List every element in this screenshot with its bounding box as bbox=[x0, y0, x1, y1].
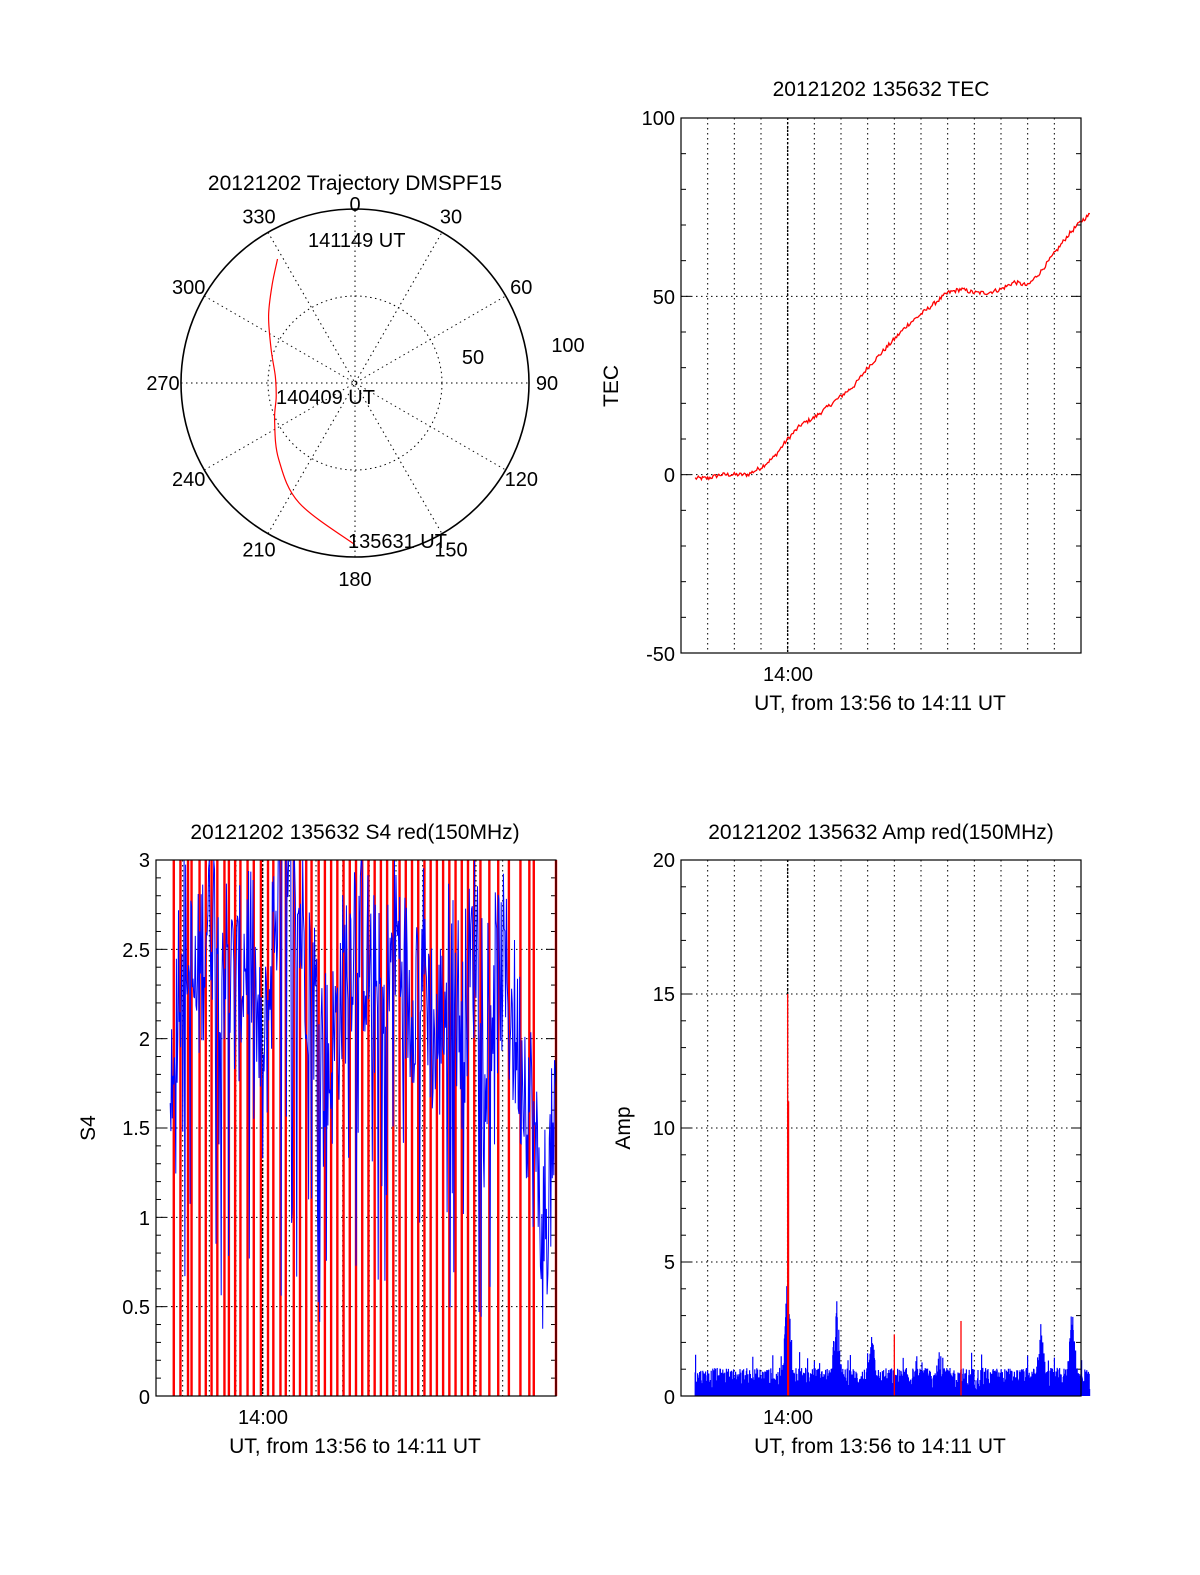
s4-xtick-1400: 14:00 bbox=[238, 1407, 288, 1429]
tec-xtick-1400: 14:00 bbox=[763, 664, 813, 686]
s4-blue-series-line bbox=[169, 859, 557, 1329]
polar-spoke bbox=[267, 232, 443, 534]
s4-ytick-2-5: 2.5 bbox=[122, 940, 150, 962]
polar-annotation-start: 135631 UT bbox=[348, 531, 447, 553]
polar-angle-label: 60 bbox=[510, 277, 532, 299]
s4-xlabel: UT, from 13:56 to 14:11 UT bbox=[229, 1435, 481, 1458]
polar-angle-label: 300 bbox=[172, 277, 205, 299]
tec-ytick-100: 100 bbox=[642, 108, 675, 130]
polar-spoke bbox=[204, 295, 506, 471]
polar-angle-label: 150 bbox=[434, 539, 467, 561]
amp-red-series bbox=[787, 994, 962, 1396]
polar-title: 20121202 Trajectory DMSPF15 bbox=[208, 172, 502, 195]
amp-title: 20121202 135632 Amp red(150MHz) bbox=[708, 821, 1054, 844]
s4-ytick-1: 1 bbox=[139, 1208, 150, 1230]
tec-ytick-neg50: -50 bbox=[646, 644, 675, 666]
amp-blue-series bbox=[694, 1286, 1091, 1396]
polar-angle-label: 0 bbox=[349, 194, 360, 216]
s4-ylabel: S4 bbox=[77, 1115, 100, 1141]
tec-ytick-0: 0 bbox=[664, 465, 675, 487]
amp-panel: 20121202 135632 Amp red(150MHz) 20 15 10… bbox=[612, 821, 1091, 1458]
s4-ytick-1-5: 1.5 bbox=[122, 1118, 150, 1140]
tec-xlabel: UT, from 13:56 to 14:11 UT bbox=[754, 692, 1006, 715]
polar-spokes bbox=[181, 209, 529, 557]
amp-ytick-0: 0 bbox=[664, 1387, 675, 1409]
amp-blue-trace bbox=[694, 1286, 1091, 1396]
polar-angle-label: 270 bbox=[146, 373, 179, 395]
s4-title: 20121202 135632 S4 red(150MHz) bbox=[190, 821, 519, 844]
polar-angle-label: 90 bbox=[536, 373, 558, 395]
polar-angle-labels: 0 30 60 90 120 150 180 210 240 270 300 330 bbox=[146, 194, 558, 591]
polar-angle-label: 120 bbox=[505, 469, 538, 491]
polar-annotation-end: 141149 UT bbox=[308, 230, 405, 252]
polar-radial-label-50: 50 bbox=[462, 347, 484, 369]
amp-ytick-5: 5 bbox=[664, 1252, 675, 1274]
polar-trajectory-line bbox=[267, 258, 356, 546]
amp-grid bbox=[681, 859, 1081, 1397]
amp-frame bbox=[680, 859, 1082, 1397]
amp-ytick-10: 10 bbox=[653, 1118, 675, 1140]
tec-title: 20121202 135632 TEC bbox=[773, 78, 990, 101]
amp-xtick-1400: 14:00 bbox=[763, 1407, 813, 1429]
s4-frame bbox=[155, 859, 557, 1397]
amp-ytick-15: 15 bbox=[653, 984, 675, 1006]
polar-spoke bbox=[267, 232, 443, 534]
polar-ring-50 bbox=[267, 295, 443, 471]
polar-angle-label: 30 bbox=[440, 207, 462, 229]
tec-series-line bbox=[694, 212, 1090, 482]
s4-panel: 20121202 135632 S4 red(150MHz) 3 2.5 2 1… bbox=[77, 821, 558, 1458]
s4-ytick-0-5: 0.5 bbox=[122, 1297, 150, 1319]
amp-ytick-20: 20 bbox=[653, 850, 675, 872]
amp-xlabel: UT, from 13:56 to 14:11 UT bbox=[754, 1435, 1006, 1458]
s4-ytick-2: 2 bbox=[139, 1029, 150, 1051]
polar-angle-label: 210 bbox=[242, 539, 275, 561]
tec-panel: 20121202 135632 TEC 100 50 0 -50 14:00 U… bbox=[600, 78, 1090, 715]
polar-angle-label: 240 bbox=[172, 469, 205, 491]
polar-angle-label: 330 bbox=[242, 207, 275, 229]
polar-radial-label-100: 100 bbox=[551, 335, 584, 357]
tec-ytick-50: 50 bbox=[653, 287, 675, 309]
tec-frame bbox=[680, 117, 1082, 654]
polar-annotation-mid: 140409 UT bbox=[276, 387, 375, 409]
tec-ylabel: TEC bbox=[600, 365, 623, 407]
polar-spoke bbox=[204, 295, 506, 471]
amp-ylabel: Amp bbox=[612, 1106, 635, 1149]
tec-grid bbox=[681, 117, 1081, 654]
s4-ytick-0: 0 bbox=[139, 1387, 150, 1409]
polar-angle-label: 180 bbox=[338, 569, 371, 591]
polar-panel: 20121202 Trajectory DMSPF15 0 30 60 90 120 15… bbox=[146, 172, 584, 591]
s4-ytick-3: 3 bbox=[139, 850, 150, 872]
polar-outer-ring bbox=[180, 208, 530, 558]
